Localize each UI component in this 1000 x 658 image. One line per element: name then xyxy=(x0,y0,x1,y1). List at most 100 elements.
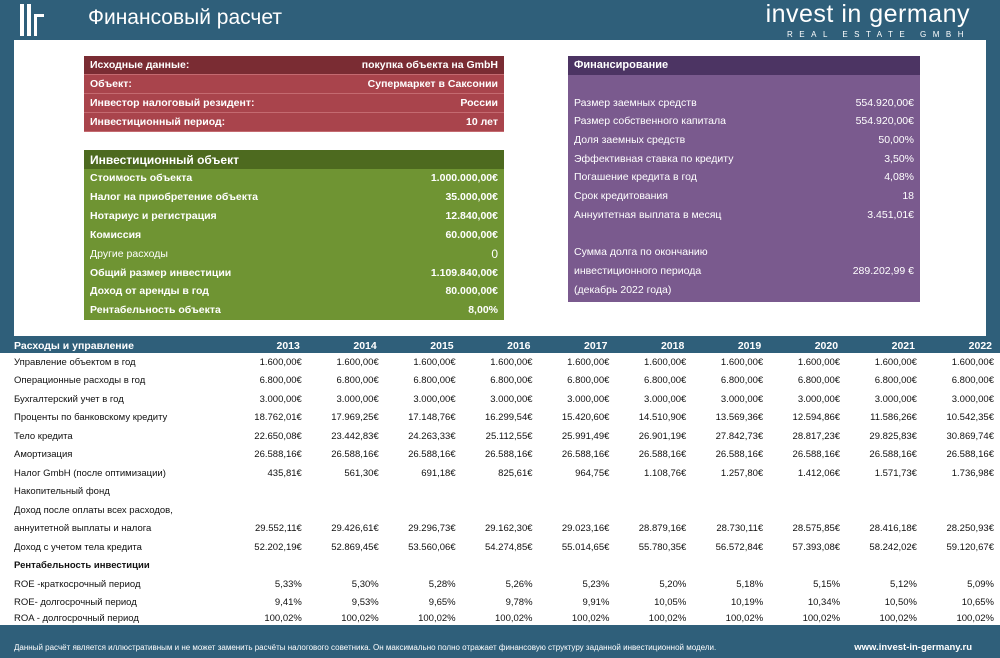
row-value: России xyxy=(460,97,498,109)
row-value: 60.000,00€ xyxy=(445,228,498,241)
financing-title: Финансирование xyxy=(574,59,669,72)
table-cell xyxy=(231,501,308,520)
table-cell: 26.588,16€ xyxy=(869,449,917,461)
row-label: инвестиционного периода xyxy=(574,264,702,277)
table-cell xyxy=(615,501,692,520)
table-cell: 18.762,01€ xyxy=(254,412,302,424)
table-cell: 3.000,00€ xyxy=(336,393,379,405)
table-cell: 10.542,35€ xyxy=(946,412,994,424)
financing-block: Финансирование Размер заемных средств 554… xyxy=(568,56,920,302)
info-row: Размер собственного капитала 554.920,00€ xyxy=(568,112,920,131)
table-cell xyxy=(846,557,923,576)
table-cell: 10,50% xyxy=(884,597,917,609)
table-cell: 3.000,00€ xyxy=(644,393,687,405)
year-header: 2021 xyxy=(891,340,915,352)
row-value: покупка объекта на GmbH xyxy=(361,59,498,71)
row-label: Сумма долга по окончанию xyxy=(574,246,708,259)
table-cell: 9,65% xyxy=(428,597,456,609)
row-label: Рентабельность инвестиции xyxy=(14,560,150,572)
row-label: Другие расходы xyxy=(90,247,168,260)
investment-object-block: Инвестиционный объект Стоимость объекта 1… xyxy=(84,150,504,320)
table-cell: 29.296,73€ xyxy=(408,523,456,535)
year-header: 2014 xyxy=(353,340,377,352)
row-label: Общий размер инвестиции xyxy=(90,266,232,279)
table-cell: 1.600,00€ xyxy=(259,356,302,368)
row-label: Налог на приобретение объекта xyxy=(90,191,259,204)
table-cell: 26.588,16€ xyxy=(792,449,841,461)
table-cell: 100,02% xyxy=(495,613,533,624)
table-cell: 1.600,00€ xyxy=(951,356,994,368)
table-cell: 100,02% xyxy=(725,613,764,624)
table-cell: 55.780,35€ xyxy=(638,541,687,553)
table-row: Управление объектом в год 1.600,00€ 1.600,… xyxy=(0,353,1000,372)
table-cell: 6.800,00€ xyxy=(644,375,687,387)
info-row: Комиссия 60.000,00€ xyxy=(84,225,504,245)
table-cell: 57.393,08€ xyxy=(792,541,841,553)
row-label: Стоимость объекта xyxy=(90,172,193,185)
company-logo-icon xyxy=(20,4,46,36)
page-title: Финансовый расчет xyxy=(88,6,282,29)
table-cell: 29.426,61€ xyxy=(331,523,379,535)
year-header: 2018 xyxy=(660,340,685,352)
table-cell: 12.594,86€ xyxy=(792,412,841,424)
source-data-block: Исходные данные: покупка объекта на GmbH О… xyxy=(84,56,504,132)
table-cell: 1.600,00€ xyxy=(797,356,841,368)
table-cell: 28.416,18€ xyxy=(869,523,917,535)
row-label: Погашение кредита в год xyxy=(574,171,697,184)
table-cell: 24.263,33€ xyxy=(408,430,456,442)
table-cell: 28.817,23€ xyxy=(792,430,841,442)
row-value: 12.840,00€ xyxy=(445,210,498,223)
row-label: Проценты по банковскому кредиту xyxy=(14,412,168,424)
row-label: Эффективная ставка по кредиту xyxy=(574,152,734,165)
info-row: Погашение кредита в год 4,08% xyxy=(568,168,920,187)
row-label: Рентабельность объекта xyxy=(90,304,221,317)
table-cell: 26.588,16€ xyxy=(946,449,994,461)
table-cell: 3.000,00€ xyxy=(874,393,917,405)
page-header: Финансовый расчет invest in germany REAL… xyxy=(0,0,1000,40)
website-link[interactable]: www.invest-in-germany.ru xyxy=(854,642,972,653)
table-cell: 26.588,16€ xyxy=(408,449,456,461)
table-cell: 100,02% xyxy=(571,613,610,624)
table-cell xyxy=(923,501,1000,520)
table-cell: 53.560,06€ xyxy=(408,541,456,553)
info-row xyxy=(568,224,920,243)
table-cell: 5,28% xyxy=(428,578,456,590)
table-cell: 1.600,00€ xyxy=(720,356,764,368)
table-cell xyxy=(539,557,616,576)
table-cell: 26.588,16€ xyxy=(561,449,610,461)
row-label: Доля заемных средств xyxy=(574,134,686,147)
table-cell: 26.588,16€ xyxy=(715,449,764,461)
table-row: Тело кредита 22.650,08€ 23.442,83€ 24.263,3… xyxy=(0,427,1000,446)
row-label: Доход с учетом тела кредита xyxy=(14,541,142,553)
info-row: Инвестор налоговый резидент: России xyxy=(84,94,504,113)
table-cell xyxy=(385,483,462,502)
info-row: Стоимость объекта 1.000.000,00€ xyxy=(84,169,504,188)
table-cell: 56.572,84€ xyxy=(715,541,764,553)
year-header: 2022 xyxy=(968,340,992,352)
table-cell: 29.023,16€ xyxy=(561,523,610,535)
table-row: Бухгалтерский учет в год 3.000,00€ 3.000,0… xyxy=(0,390,1000,409)
info-row: (декабрь 2022 года) xyxy=(568,280,920,299)
table-row: Операционные расходы в год 6.800,00€ 6.800… xyxy=(0,371,1000,390)
table-cell: 6.800,00€ xyxy=(567,375,610,387)
row-value: 554.920,00€ xyxy=(855,96,914,109)
table-row: Доход с учетом тела кредита 52.202,19€ 52.… xyxy=(0,538,1000,557)
row-label: Размер собственного капитала xyxy=(574,115,726,128)
table-cell: 100,02% xyxy=(264,613,302,624)
table-cell xyxy=(231,557,308,576)
table-cell: 5,23% xyxy=(582,578,610,590)
table-cell: 13.569,36€ xyxy=(715,412,764,424)
row-value: 10 лет xyxy=(466,116,498,128)
table-cell: 3.000,00€ xyxy=(490,393,533,405)
table-row: ROA - долгосрочный период 100,02% 100,02% 1… xyxy=(0,612,1000,625)
info-row: Инвестиционный период: 10 лет xyxy=(84,113,504,132)
table-cell: 6.800,00€ xyxy=(951,375,994,387)
table-cell: 29.162,30€ xyxy=(484,523,533,535)
table-row: Рентабельность инвестиции xyxy=(0,556,1000,576)
info-row: Аннуитетная выплата в месяц 3.451,01€ xyxy=(568,206,920,225)
info-row: Доля заемных средств 50,00% xyxy=(568,131,920,150)
table-cell: 30.869,74€ xyxy=(946,430,994,442)
table-cell xyxy=(462,483,539,502)
table-cell: 5,33% xyxy=(274,578,302,590)
table-cell xyxy=(308,501,385,520)
